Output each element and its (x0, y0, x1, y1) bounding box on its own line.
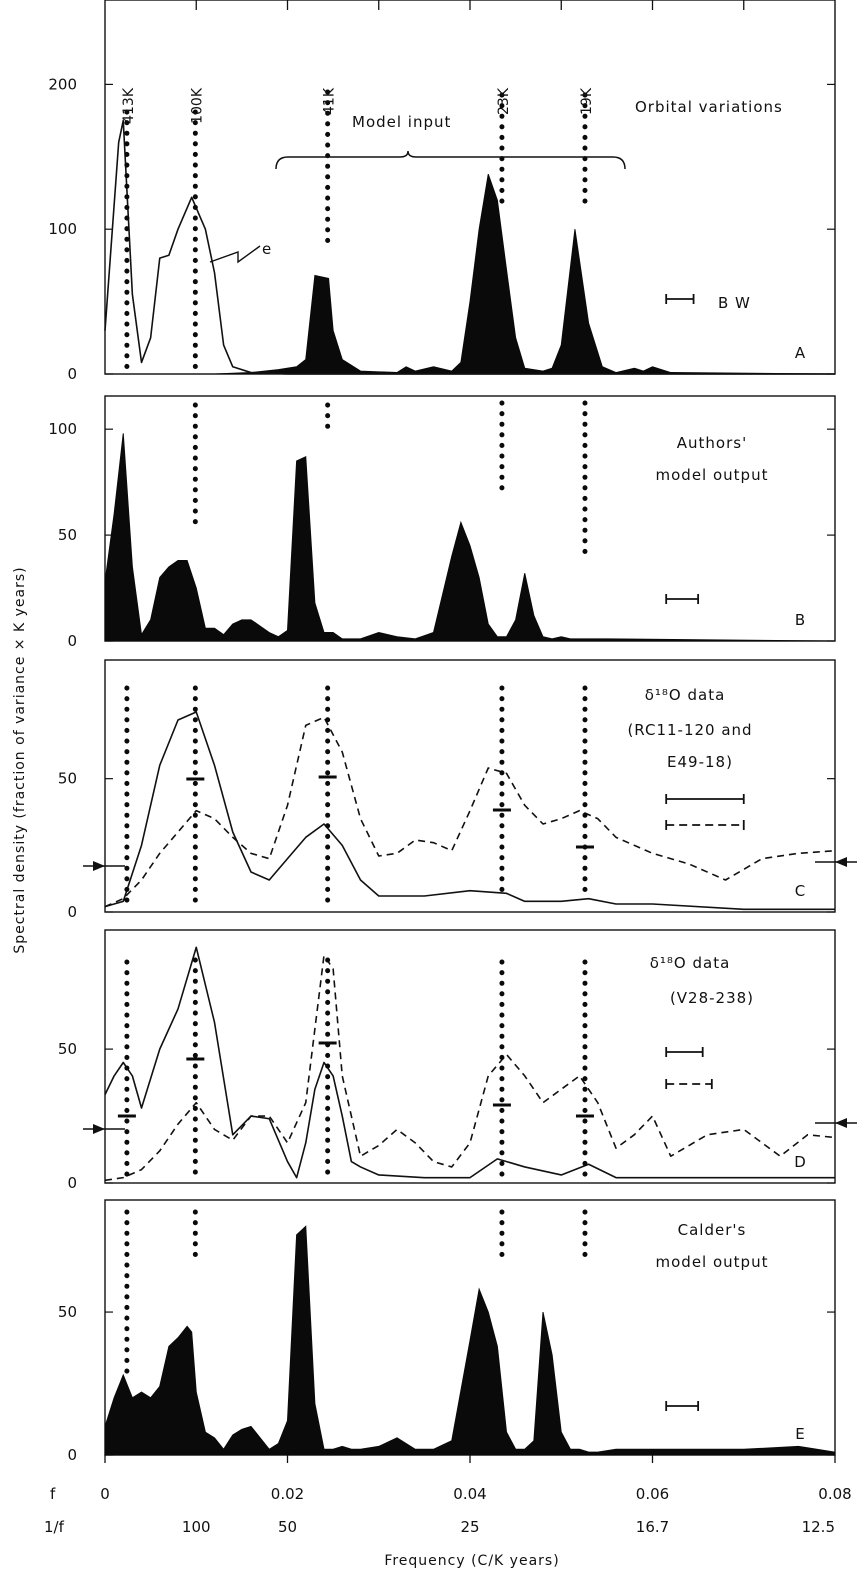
panel-title-line: model output (656, 466, 769, 484)
panel-title-line: model output (656, 1253, 769, 1271)
f-tick-labels: 0 0.02 0.04 0.06 0.08 (100, 1485, 851, 1503)
y-tick-label: 200 (48, 75, 77, 93)
y-tick-label: 0 (67, 1446, 77, 1464)
panel-letter: D (794, 1153, 806, 1171)
series-filled-area (104, 1225, 836, 1456)
y-tick-label: 0 (67, 365, 77, 383)
panel-letter: E (795, 1425, 804, 1443)
y-tick-label: 100 (48, 220, 77, 238)
inverse-f-tick-label: 12.5 (802, 1518, 835, 1536)
frequency-axis: f 1/f 0 0.02 0.04 0.06 0.08 100 50 25 16.7 12.5 … (44, 1485, 852, 1569)
series-solid-line (104, 119, 835, 375)
inverse-f-tick-label: 100 (182, 1518, 211, 1536)
inverse-f-tick-label: 50 (278, 1518, 297, 1536)
series-solid-line (104, 946, 835, 1179)
panel-title-line: (V28-238) (670, 989, 754, 1007)
panel-b: 0 50 100 B Authors' model output (48, 395, 836, 650)
series-dashed-line (104, 716, 836, 908)
panel-e: 0 50 E Calder's model output (58, 1199, 836, 1464)
f-tick-label: 0.04 (453, 1485, 486, 1503)
series-solid-line (104, 711, 835, 911)
period-label: 19K (579, 87, 595, 115)
panel-title-line: Orbital variations (635, 98, 783, 116)
panel-title-line: Calder's (678, 1221, 747, 1239)
y-tick-label: 100 (48, 420, 77, 438)
panel-a: 0 100 200 A Orbital variations Model input e B … (48, 0, 836, 383)
f-tick-label: 0 (100, 1485, 110, 1503)
panel-annotation: e (262, 240, 272, 258)
panel-title-line: δ¹⁸O data (650, 954, 731, 972)
inverse-f-row-label: 1/f (44, 1518, 65, 1536)
panel-title-line: Authors' (677, 434, 747, 452)
panel-annotation: Model input (352, 113, 451, 131)
y-tick-label: 50 (58, 1040, 77, 1058)
inverse-f-tick-label: 16.7 (636, 1518, 669, 1536)
panel-c-frame (104, 659, 836, 913)
y-axis-title: Spectral density (fraction of variance ×… (12, 566, 28, 953)
side-arrow-head (93, 1124, 105, 1134)
panel-d-frame (104, 929, 836, 1184)
y-tick-label: 50 (58, 770, 77, 788)
chart-panels: 0 100 200 A Orbital variations Model input e B … (48, 0, 857, 1464)
panel-title-line: (RC11-120 and (627, 721, 752, 739)
inverse-f-tick-label: 25 (460, 1518, 479, 1536)
panel-annotation: B W (718, 294, 751, 312)
y-tick-label: 0 (67, 632, 77, 650)
series-dashed-line (104, 954, 836, 1182)
f-tick-label: 0.08 (818, 1485, 851, 1503)
f-tick-label: 0.02 (271, 1485, 304, 1503)
side-arrow-head (835, 1118, 847, 1128)
y-tick-label: 0 (67, 1174, 77, 1192)
y-tick-label: 50 (58, 1303, 77, 1321)
f-tick-label: 0.06 (636, 1485, 669, 1503)
period-label: 23K (496, 87, 512, 115)
f-row-label: f (50, 1485, 56, 1503)
panel-title-line: E49-18) (667, 753, 733, 771)
series-filled-area (104, 433, 836, 642)
period-label: 413K (121, 87, 137, 124)
side-arrows (83, 857, 857, 1134)
period-label: 100K (189, 87, 205, 124)
panel-letter: C (795, 882, 805, 900)
panel-title-line: δ¹⁸O data (645, 686, 726, 704)
inverse-f-tick-labels: 100 50 25 16.7 12.5 (182, 1518, 835, 1536)
x-axis-title: Frequency (C/K years) (384, 1553, 559, 1569)
e-pointer (209, 245, 261, 264)
y-tick-label: 50 (58, 526, 77, 544)
model-input-brace (275, 150, 626, 170)
y-tick-label: 0 (67, 903, 77, 921)
side-arrow-head (93, 861, 105, 871)
side-arrow-head (835, 857, 847, 867)
series-filled-area (105, 174, 836, 375)
period-label: 41K (322, 87, 338, 115)
panel-letter: A (795, 344, 806, 362)
panel-letter: B (795, 611, 805, 629)
